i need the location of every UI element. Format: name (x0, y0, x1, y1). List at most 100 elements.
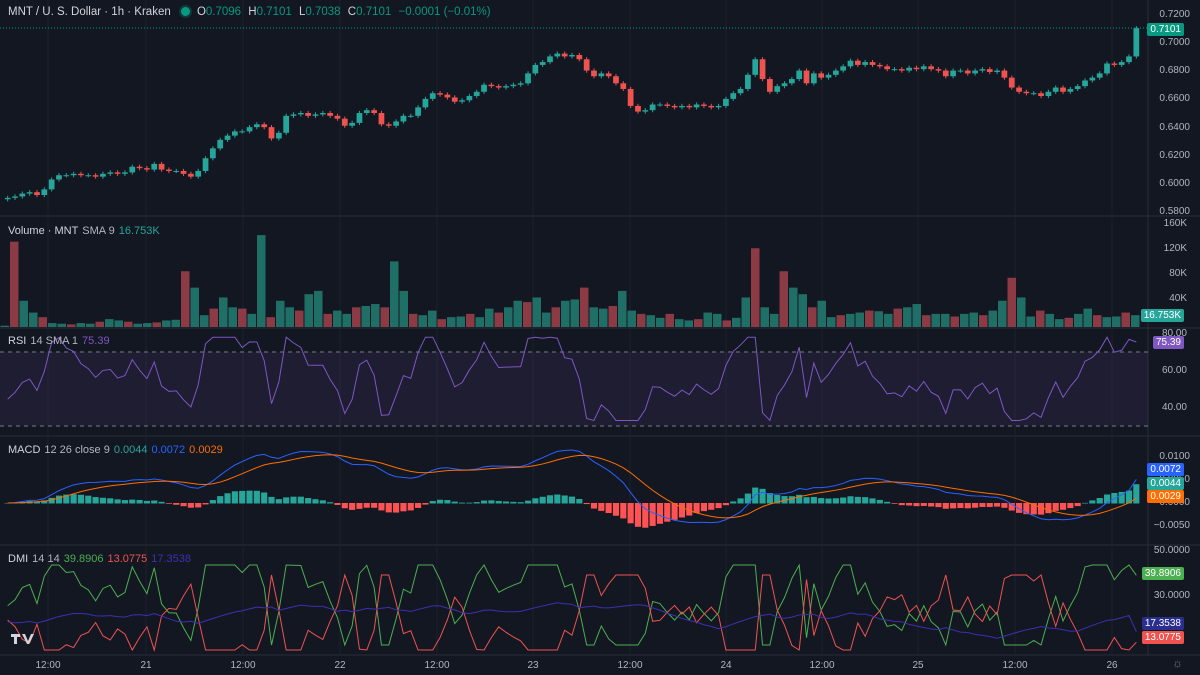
candle-body (605, 73, 612, 77)
gear-icon[interactable]: ☼ (1172, 656, 1183, 670)
macd-histogram-bar (305, 498, 312, 504)
candle-body (854, 60, 861, 65)
candle-body (517, 83, 524, 85)
candle-body (85, 175, 92, 177)
macd-histogram-bar (693, 503, 700, 513)
volume-bar (323, 313, 332, 327)
volume-bar (86, 323, 95, 327)
candle-body (942, 70, 949, 77)
symbol-title[interactable]: MNT / U. S. Dollar · 1h · Kraken (8, 6, 171, 18)
macd-histogram-bar (92, 497, 99, 504)
candle-body (1104, 63, 1110, 74)
volume-bar (665, 313, 674, 327)
time-tick: 12:00 (617, 660, 643, 671)
time-tick: 12:00 (809, 660, 835, 671)
candle-body (1038, 93, 1044, 97)
macd-histogram-bar (766, 493, 773, 504)
volume-bar (732, 317, 741, 327)
volume-bar (1026, 316, 1035, 327)
rsi-legend[interactable]: RSI 14 SMA 1 75.39 (8, 335, 114, 347)
candle-body (1045, 91, 1052, 97)
candle-body (986, 69, 993, 72)
price-tick: 0.5800 (1159, 206, 1190, 217)
macd-histogram-bar (187, 503, 194, 508)
macd-histogram-bar (568, 496, 576, 504)
candle-body (664, 104, 671, 106)
candle-body (34, 192, 40, 196)
macd-params: 12 26 close 9 (44, 444, 110, 456)
volume-bar (1007, 277, 1016, 327)
macd-tick: −0.0050 (1153, 520, 1190, 531)
volume-bar (960, 313, 969, 327)
volume-bar (542, 312, 551, 327)
volume-bar (133, 323, 142, 327)
candle-body (657, 104, 663, 106)
candle-body (56, 175, 62, 180)
macd-histogram-bar (854, 496, 861, 504)
volume-bar (817, 300, 826, 327)
volume-bar (827, 317, 836, 327)
candle-body (964, 70, 971, 74)
volume-bar (276, 300, 285, 327)
macd-histogram-bar (1059, 503, 1067, 510)
time-tick: 21 (140, 660, 152, 671)
volume-bar (855, 312, 864, 327)
macd-histogram-bar (466, 502, 473, 504)
volume-bar (418, 315, 427, 327)
macd-histogram-bar (393, 503, 400, 513)
macd-histogram-bar (840, 497, 847, 504)
macd-histogram-bar (341, 503, 348, 509)
volume-bar (285, 307, 294, 327)
macd-histogram-bar (642, 503, 649, 528)
macd-histogram-bar (77, 494, 85, 504)
macd-histogram-bar (722, 503, 729, 506)
macd-histogram-bar (415, 503, 422, 508)
macd-histogram-bar (891, 503, 898, 504)
volume-bar (48, 323, 57, 327)
macd-histogram-bar (444, 500, 451, 504)
macd-histogram-bar (1067, 503, 1074, 509)
dmi-tick: 30.0000 (1153, 590, 1190, 601)
candle-body (554, 53, 561, 57)
macd-histogram-bar (1133, 484, 1140, 504)
volume-bar (485, 308, 494, 327)
candle-body (363, 110, 370, 113)
volume-bar (304, 294, 313, 327)
candle-body (569, 55, 575, 57)
volume-bar (152, 322, 161, 327)
macd-legend[interactable]: MACD 12 26 close 9 0.0044 0.0072 0.0029 (8, 444, 227, 456)
candle-body (913, 67, 920, 70)
macd-histogram-bar (1008, 503, 1015, 511)
candle-body (1023, 91, 1030, 94)
macd-histogram-bar (451, 501, 458, 504)
volume-bar (789, 287, 798, 327)
macd-histogram-bar (99, 497, 107, 504)
macd-histogram-bar (356, 503, 363, 509)
volume-sma: SMA 9 (82, 225, 115, 237)
plus-di-line (7, 563, 1137, 647)
macd-signal-line (7, 454, 1137, 519)
macd-histogram-bar (546, 495, 554, 504)
macd-histogram-bar (598, 503, 605, 511)
candle-body (122, 172, 128, 174)
candle-body (188, 173, 194, 177)
macd-histogram-bar (561, 495, 568, 504)
volume-bar (684, 320, 693, 327)
low-value: 0.7038 (305, 6, 341, 18)
macd-histogram-bar (437, 499, 444, 504)
candle-body (671, 105, 678, 108)
volume-legend[interactable]: Volume · MNT SMA 9 16.753K (8, 225, 164, 237)
candle-body (598, 73, 605, 77)
macd-histogram-bar (33, 501, 41, 504)
dmi-legend[interactable]: DMI 14 14 39.8906 13.0775 17.3538 (8, 553, 195, 565)
volume-bar (931, 313, 940, 327)
volume-bar (38, 317, 47, 327)
candle-body (510, 84, 517, 87)
candle-body (107, 172, 114, 174)
tradingview-logo[interactable] (9, 631, 35, 647)
volume-bar (808, 307, 817, 327)
candle-body (627, 88, 634, 106)
macd-histogram-bar (627, 503, 634, 524)
candle-body (972, 70, 978, 74)
